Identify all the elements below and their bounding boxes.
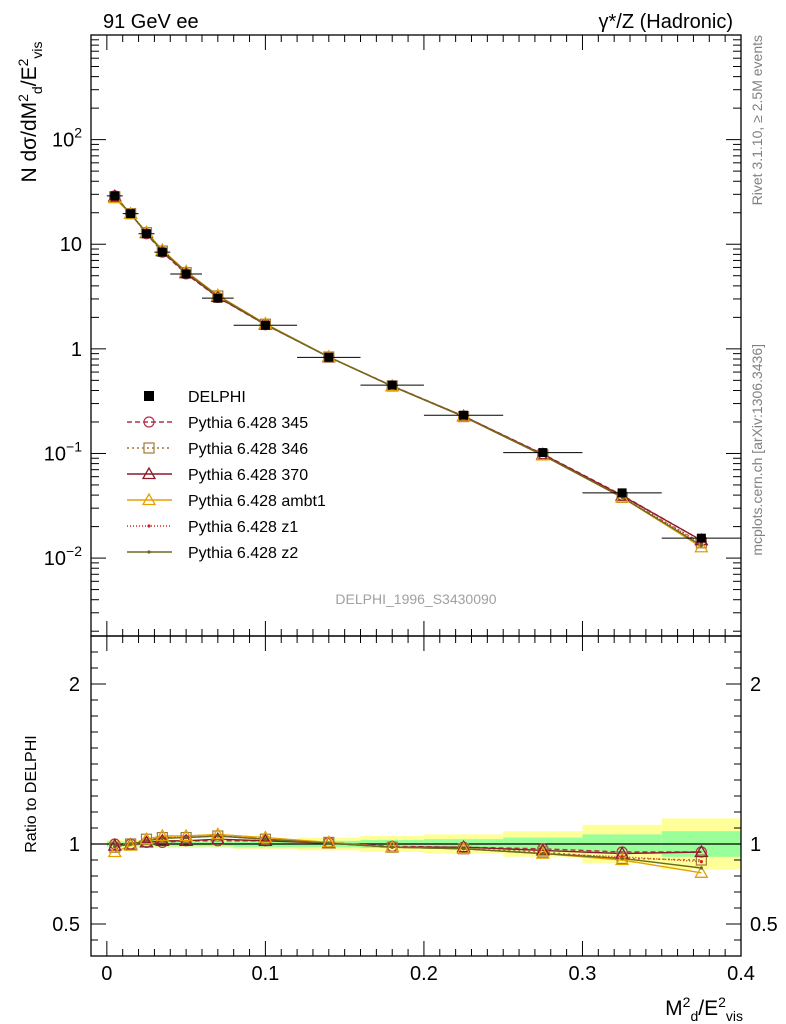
- data-point-1: [126, 209, 135, 218]
- legend-marker-4: [147, 524, 150, 527]
- legend: DELPHI Pythia 6.428 345 Pythia 6.428 346 Py…: [127, 389, 326, 562]
- ratio-series-5-point-9: [462, 847, 465, 850]
- plot-canvas: 91 GeV ee γ*/Z (Hadronic) Rivet 3.1.10, …: [0, 0, 786, 1024]
- x-tick-label-4: 0.4: [727, 963, 755, 985]
- data-point-7: [324, 353, 333, 362]
- x-tick-label-3: 0.3: [569, 963, 597, 985]
- legend-label-data: DELPHI: [188, 389, 246, 406]
- ratio-series-5-point-6: [264, 838, 267, 841]
- legend-marker-5: [147, 550, 150, 553]
- svg-text:N dσ/dM2d/E2vis: N dσ/dM2d/E2vis: [15, 41, 45, 182]
- legend-item-0: Pythia 6.428 345: [127, 415, 308, 432]
- svg-text:M2d/E2vis: M2d/E2vis: [665, 994, 743, 1024]
- legend-label-1: Pythia 6.428 346: [188, 441, 308, 458]
- main-axes: 102 10 1 10−1 10−2: [44, 35, 741, 636]
- legend-label-3: Pythia 6.428 ambt1: [188, 493, 326, 510]
- ratio-y-axis-label: Ratio to DELPHI: [23, 735, 40, 852]
- rivet-version-label: Rivet 3.1.10, ≥ 2.5M events: [749, 35, 765, 205]
- legend-marker-3: [143, 494, 155, 505]
- ratio-y-tick-label-right-2: 2: [750, 674, 761, 696]
- y-tick-label-1: 10: [60, 234, 82, 256]
- y-tick-label-2: 1: [71, 339, 82, 361]
- ratio-panel: [91, 818, 741, 877]
- legend-label-5: Pythia 6.428 z2: [188, 545, 298, 562]
- legend-item-1: Pythia 6.428 346: [127, 441, 308, 458]
- legend-item-2: Pythia 6.428 370: [127, 467, 308, 484]
- data-point-12: [697, 534, 706, 543]
- ratio-y-tick-label-left-2: 2: [69, 674, 80, 696]
- legend-item-3: Pythia 6.428 ambt1: [127, 493, 326, 510]
- main-y-axis-label: N dσ/dM2d/E2vis: [15, 41, 45, 182]
- ratio-series-5-point-11: [620, 857, 623, 860]
- series-line-0: [115, 196, 702, 541]
- analysis-watermark: DELPHI_1996_S3430090: [335, 591, 496, 607]
- ratio-series-5-point-4: [185, 836, 188, 839]
- ratio-series-5-point-8: [391, 846, 394, 849]
- y-tick-label-4: 10−2: [44, 543, 82, 570]
- ratio-series-5-point-5: [216, 834, 219, 837]
- legend-item-5: Pythia 6.428 z2: [127, 545, 298, 562]
- ratio-axes: 0.5 0.5 1 1 2 2 0 0.1 0.2 0.3 0.4: [52, 636, 778, 985]
- data-point-10: [538, 448, 547, 457]
- legend-item-4: Pythia 6.428 z1: [127, 519, 298, 536]
- ratio-y-tick-label-right-1: 1: [750, 834, 761, 856]
- x-tick-label-1: 0.1: [251, 963, 279, 985]
- energy-label: 91 GeV ee: [103, 11, 199, 33]
- y-tick-label-0: 102: [52, 125, 82, 152]
- y-tick-label-3: 10−1: [44, 438, 82, 465]
- legend-label-2: Pythia 6.428 370: [188, 467, 308, 484]
- ratio-series-4-point-12: [700, 860, 703, 863]
- ratio-series-5-point-1: [129, 842, 132, 845]
- ratio-y-tick-label-right-0: 0.5: [750, 914, 778, 936]
- data-point-6: [261, 321, 270, 330]
- legend-marker-data: [144, 391, 154, 401]
- series-line-2: [115, 196, 702, 540]
- data-point-9: [459, 411, 468, 420]
- x-tick-label-0: 0: [101, 963, 112, 985]
- ratio-series-5-point-7: [327, 842, 330, 845]
- data-point-2: [142, 229, 151, 238]
- mcplots-label: mcplots.cern.ch [arXiv:1306.3436]: [749, 344, 765, 556]
- legend-item-data: DELPHI: [144, 389, 246, 406]
- ratio-y-tick-label-left-1: 1: [69, 834, 80, 856]
- series-5-point-12: [700, 544, 703, 547]
- data-point-4: [182, 269, 191, 278]
- ratio-series-5-point-12: [700, 866, 703, 869]
- ratio-series-5-point-2: [145, 839, 148, 842]
- ratio-series-5-point-3: [161, 837, 164, 840]
- data-point-11: [618, 488, 627, 497]
- data-point-3: [158, 248, 167, 257]
- legend-marker-2: [143, 468, 155, 479]
- data-point-0: [110, 191, 119, 200]
- ratio-series-5-point-10: [541, 852, 544, 855]
- legend-label-4: Pythia 6.428 z1: [188, 519, 298, 536]
- data-point-8: [388, 381, 397, 390]
- x-tick-label-2: 0.2: [410, 963, 438, 985]
- data-point-5: [213, 294, 222, 303]
- ratio-panel-frame: [91, 636, 741, 956]
- ratio-y-tick-label-left-0: 0.5: [52, 914, 80, 936]
- legend-label-0: Pythia 6.428 345: [188, 415, 308, 432]
- x-axis-label: M2d/E2vis: [665, 994, 743, 1024]
- process-label: γ*/Z (Hadronic): [599, 11, 733, 33]
- ratio-series-5-point-0: [113, 845, 116, 848]
